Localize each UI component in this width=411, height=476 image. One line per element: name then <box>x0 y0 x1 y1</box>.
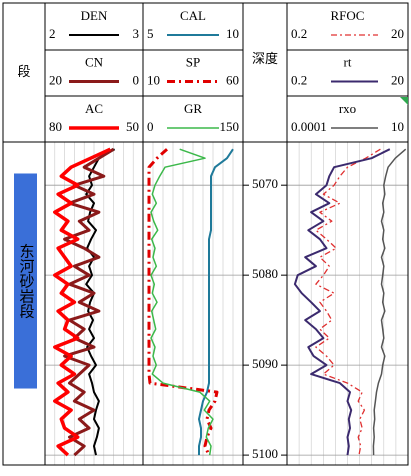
depth-tick-label: 5090 <box>252 356 278 371</box>
zone-header: 段 <box>17 64 30 79</box>
scale-left: 10 <box>147 72 160 87</box>
curve-name: GR <box>184 101 202 116</box>
scale-right: 20 <box>391 72 404 87</box>
curve-name: RFOC <box>331 8 365 23</box>
scale-right: 3 <box>133 26 140 41</box>
zone-label: 东河砂岩段 <box>18 244 35 319</box>
scale-left: 2 <box>49 26 56 41</box>
scale-right: 0 <box>133 72 140 87</box>
log-curve <box>150 148 214 456</box>
scale-right: 10 <box>226 26 239 41</box>
depth-tick-label: 5100 <box>252 446 278 461</box>
depth-tick-label: 5080 <box>252 266 278 281</box>
depth-tick-label: 5070 <box>252 176 278 191</box>
log-curve <box>63 147 115 457</box>
scale-right: 10 <box>391 119 404 134</box>
scale-right: 50 <box>126 119 139 134</box>
log-curve <box>85 148 116 456</box>
scale-left: 0.2 <box>291 72 307 87</box>
scale-right: 150 <box>220 119 240 134</box>
curve-name: CN <box>85 54 104 69</box>
zone-bar <box>14 173 37 389</box>
curve-name: CAL <box>180 8 206 23</box>
scale-left: 0.0001 <box>291 119 327 134</box>
curve-name: AC <box>85 101 103 116</box>
frame <box>2 2 409 466</box>
scale-left: 5 <box>147 26 154 41</box>
scale-left: 0 <box>147 119 154 134</box>
depth-header: 深度 <box>252 51 278 66</box>
scale-right: 20 <box>391 26 404 41</box>
curve-name: SP <box>186 54 200 69</box>
log-curve <box>53 147 112 457</box>
scale-left: 20 <box>49 72 62 87</box>
curve-name: DEN <box>81 8 108 23</box>
log-curve <box>315 148 381 456</box>
scale-left: 0.2 <box>291 26 307 41</box>
log-curve <box>198 148 234 456</box>
curve-name: rxo <box>339 101 356 116</box>
log-curve <box>372 148 407 456</box>
scale-right: 60 <box>226 72 239 87</box>
log-curve <box>293 148 391 456</box>
scale-left: 80 <box>49 119 62 134</box>
log-curve <box>147 148 219 456</box>
curve-name: rt <box>344 54 352 69</box>
corner-marker <box>400 97 408 105</box>
